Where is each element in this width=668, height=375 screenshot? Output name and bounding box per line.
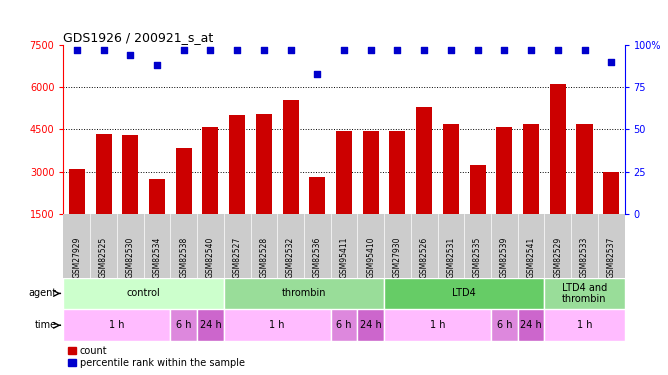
Point	[98, 47, 109, 53]
Bar	[416, 107, 432, 256]
Bar	[149, 178, 165, 256]
Bar	[224, 278, 384, 309]
Bar	[170, 309, 197, 341]
Bar	[523, 124, 539, 256]
Bar	[550, 84, 566, 256]
Bar	[224, 309, 331, 341]
Point	[526, 47, 536, 53]
Bar	[544, 278, 625, 309]
Bar	[69, 169, 85, 256]
Text: 1 h: 1 h	[576, 320, 593, 330]
Bar	[309, 177, 325, 256]
Bar	[389, 131, 405, 256]
Point	[365, 47, 376, 53]
Point	[339, 47, 349, 53]
Text: thrombin: thrombin	[282, 288, 326, 298]
Bar	[336, 131, 352, 256]
Point	[552, 47, 563, 53]
Text: 6 h: 6 h	[176, 320, 192, 330]
Text: 24 h: 24 h	[520, 320, 542, 330]
Bar	[202, 127, 218, 256]
Bar	[63, 309, 170, 341]
Point	[232, 47, 242, 53]
Bar	[491, 309, 518, 341]
Text: GDS1926 / 200921_s_at: GDS1926 / 200921_s_at	[63, 31, 214, 44]
Bar	[197, 309, 224, 341]
Point	[152, 62, 162, 68]
Point	[285, 47, 296, 53]
Text: LTD4: LTD4	[452, 288, 476, 298]
Bar	[357, 309, 384, 341]
Text: 1 h: 1 h	[109, 320, 125, 330]
Text: 6 h: 6 h	[496, 320, 512, 330]
Bar	[544, 309, 625, 341]
Bar	[443, 124, 459, 256]
Text: 24 h: 24 h	[200, 320, 221, 330]
Point	[259, 47, 269, 53]
Point	[606, 59, 617, 65]
Point	[178, 47, 189, 53]
Bar	[331, 309, 357, 341]
Text: agent: agent	[29, 288, 57, 298]
Point	[392, 47, 403, 53]
Bar	[384, 278, 544, 309]
Bar	[256, 114, 272, 256]
Bar	[122, 135, 138, 256]
Bar	[603, 172, 619, 256]
Point	[125, 52, 136, 58]
Bar	[576, 124, 593, 256]
Point	[205, 47, 216, 53]
Bar	[283, 100, 299, 256]
Legend: count, percentile rank within the sample: count, percentile rank within the sample	[68, 346, 245, 368]
Text: 6 h: 6 h	[336, 320, 352, 330]
Bar	[518, 309, 544, 341]
Bar	[176, 148, 192, 256]
Bar	[229, 116, 245, 256]
Point	[472, 47, 483, 53]
Bar	[363, 131, 379, 256]
Point	[499, 47, 510, 53]
Point	[446, 47, 456, 53]
Point	[579, 47, 590, 53]
Point	[419, 47, 430, 53]
Text: time: time	[35, 320, 57, 330]
Text: 24 h: 24 h	[360, 320, 381, 330]
Bar	[470, 165, 486, 256]
Text: control: control	[127, 288, 160, 298]
Point	[71, 47, 82, 53]
Bar	[96, 134, 112, 256]
Bar	[384, 309, 491, 341]
Point	[312, 70, 323, 77]
Text: 1 h: 1 h	[269, 320, 285, 330]
Bar	[496, 127, 512, 256]
Bar	[63, 278, 224, 309]
Text: LTD4 and
thrombin: LTD4 and thrombin	[562, 283, 607, 304]
Text: 1 h: 1 h	[430, 320, 446, 330]
